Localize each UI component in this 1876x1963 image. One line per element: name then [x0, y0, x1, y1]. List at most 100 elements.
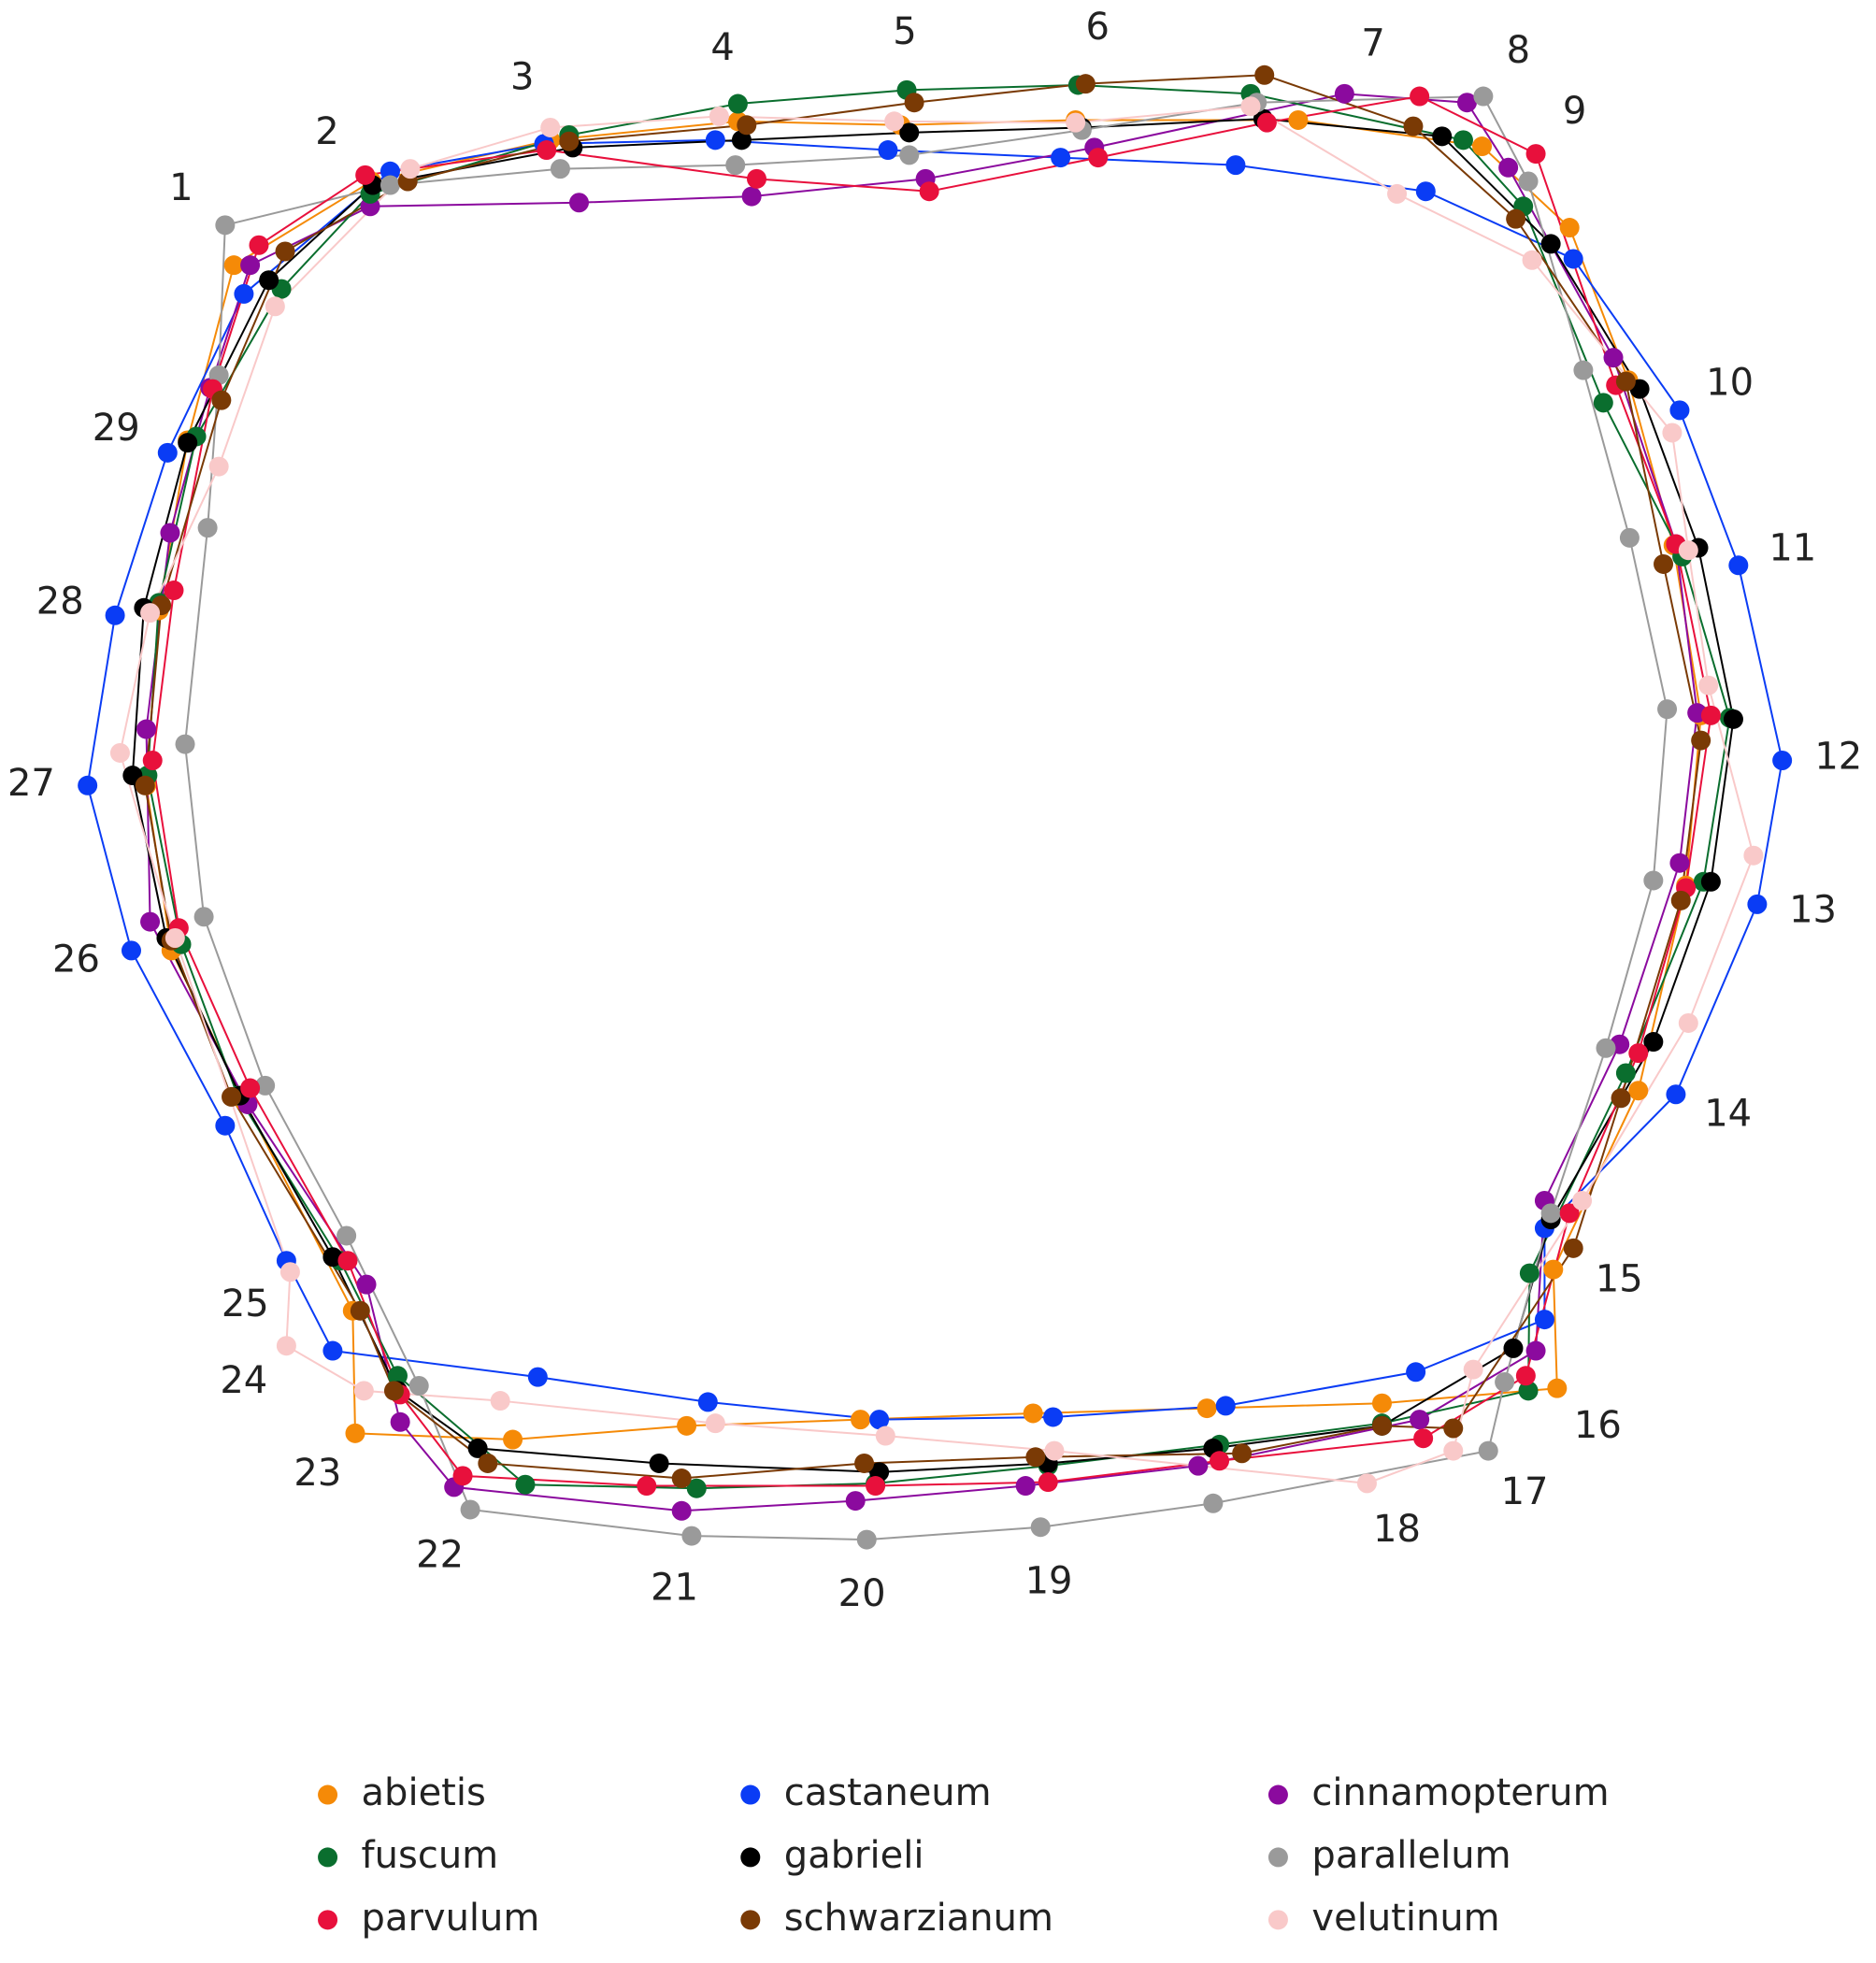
- landmark-point: [211, 390, 232, 410]
- landmark-point: [1387, 183, 1408, 204]
- landmark-label: 1: [169, 166, 193, 209]
- outline: [145, 119, 1702, 1441]
- legend-swatch: [318, 1784, 338, 1805]
- landmark-point: [240, 255, 261, 276]
- landmark-point: [904, 93, 924, 113]
- landmark-point: [1453, 130, 1473, 150]
- landmark-point: [1288, 109, 1309, 130]
- landmark-point: [356, 1274, 377, 1295]
- landmark-point: [527, 1367, 548, 1387]
- landmark-point: [515, 1474, 536, 1495]
- legend-label: velutinum: [1311, 1897, 1499, 1940]
- landmark-point: [1038, 1472, 1058, 1493]
- landmark-point: [1643, 1032, 1664, 1053]
- landmark-label: 15: [1596, 1257, 1643, 1300]
- landmark-point: [265, 296, 285, 317]
- landmark-point: [1611, 1088, 1631, 1109]
- outline: [144, 74, 1702, 1480]
- landmark-point: [1196, 1398, 1217, 1419]
- landmark-point: [550, 159, 570, 179]
- landmark-point: [408, 1376, 429, 1397]
- landmark-point: [866, 1476, 886, 1497]
- landmark-point: [637, 1476, 657, 1497]
- landmark-point: [215, 1115, 236, 1136]
- landmark-point: [140, 911, 161, 932]
- landmark-point: [737, 115, 757, 136]
- landmark-point: [175, 734, 195, 754]
- landmark-point: [157, 442, 178, 463]
- landmark-point: [1723, 709, 1743, 729]
- landmark-point: [1534, 1310, 1554, 1330]
- landmark-point: [1025, 1447, 1046, 1468]
- landmark-point: [1596, 1038, 1616, 1058]
- landmark-point: [1478, 1440, 1498, 1461]
- landmark-point: [1643, 870, 1664, 891]
- landmark-point: [178, 433, 198, 453]
- landmark-label: 22: [416, 1534, 464, 1577]
- legend-label: abietis: [362, 1771, 486, 1814]
- outline: [151, 94, 1712, 1487]
- landmark-point: [255, 1075, 276, 1096]
- landmark-point: [1051, 148, 1071, 168]
- landmark-label: 25: [222, 1282, 269, 1325]
- landmark-point: [741, 186, 762, 207]
- landmark-label: 24: [220, 1359, 267, 1402]
- landmark-label: 19: [1025, 1559, 1073, 1602]
- landmark-point: [1593, 393, 1613, 413]
- landmark-label: 26: [52, 939, 100, 982]
- legend-swatch: [318, 1847, 338, 1868]
- landmark-point: [1543, 1259, 1564, 1280]
- landmark-point: [1203, 1493, 1224, 1513]
- legend-swatch: [1267, 1910, 1288, 1930]
- landmark-point: [568, 193, 589, 213]
- landmark-label: 14: [1704, 1093, 1752, 1136]
- landmark-point: [731, 130, 752, 150]
- landmark-point: [249, 235, 269, 255]
- landmark-point: [1615, 371, 1636, 392]
- landmark-point: [709, 106, 729, 126]
- landmark-point: [649, 1453, 669, 1473]
- landmark-point: [1415, 181, 1436, 202]
- legend-swatch: [740, 1847, 761, 1868]
- landmark-point: [1088, 148, 1109, 168]
- landmark-point: [884, 111, 905, 132]
- landmark-point: [899, 145, 920, 165]
- landmark-point: [845, 1491, 866, 1512]
- landmark-point: [686, 1478, 707, 1498]
- landmark-point: [1563, 1238, 1583, 1258]
- landmark-point: [1654, 553, 1674, 574]
- landmark-label: 16: [1574, 1404, 1622, 1447]
- outline: [184, 95, 1668, 1541]
- landmark-point: [197, 518, 218, 538]
- landmark-point: [164, 580, 184, 601]
- landmark-point: [276, 1336, 296, 1356]
- landmark-point: [1356, 1473, 1377, 1494]
- landmark-label: 27: [7, 762, 55, 805]
- landmark-point: [1540, 1203, 1561, 1224]
- landmark-point: [1256, 112, 1277, 133]
- landmark-point: [1678, 540, 1698, 561]
- landmark-point: [1075, 74, 1096, 94]
- landmark-point: [1525, 1340, 1546, 1361]
- landmark-point: [746, 168, 766, 189]
- landmark-point: [460, 1499, 480, 1520]
- legend-swatch: [318, 1910, 338, 1930]
- landmark-label: 10: [1706, 362, 1754, 405]
- landmark-label: 9: [1563, 90, 1586, 133]
- landmark-point: [1225, 155, 1246, 176]
- landmark-point: [1232, 1443, 1253, 1464]
- landmark-point: [1240, 96, 1261, 117]
- landmark-point: [1406, 1362, 1426, 1383]
- landmark-point: [1210, 1451, 1230, 1471]
- landmark-point: [1015, 1476, 1036, 1497]
- landmark-point: [1628, 1081, 1649, 1101]
- landmark-point: [1540, 234, 1561, 254]
- landmark-point: [355, 165, 376, 185]
- landmark-point: [727, 93, 748, 114]
- landmark-point: [234, 283, 254, 304]
- landmark-point: [383, 1381, 404, 1401]
- legend-label: castaneum: [784, 1771, 992, 1814]
- landmark-point: [1662, 423, 1683, 443]
- landmark-point: [78, 775, 98, 795]
